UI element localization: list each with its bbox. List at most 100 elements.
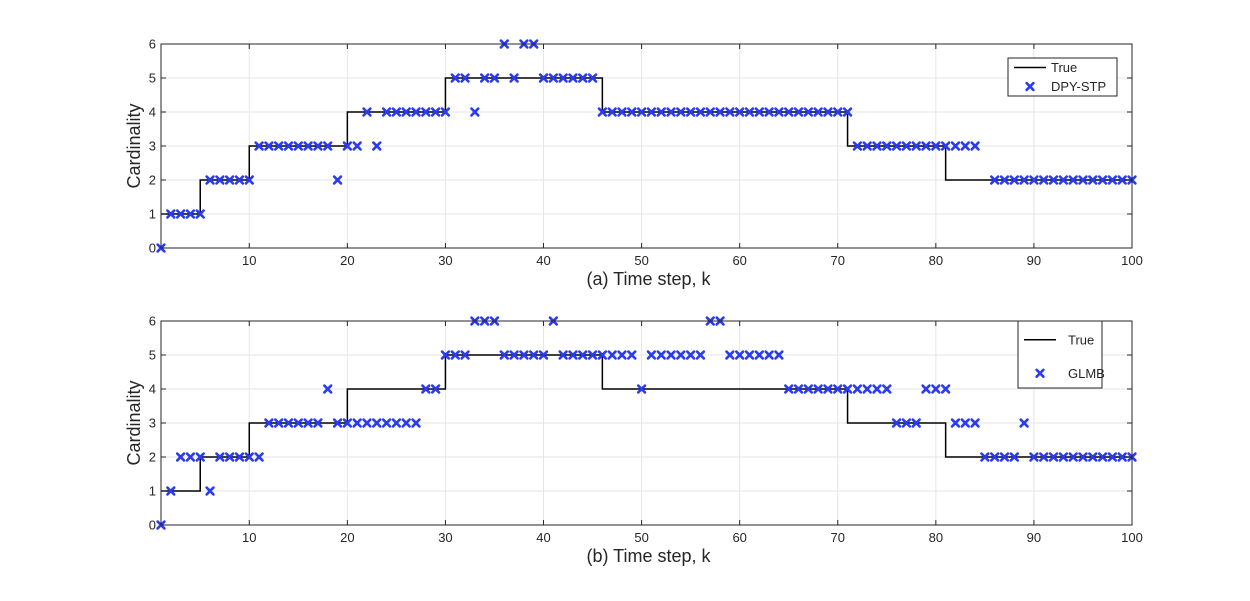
data-point [342,418,353,428]
data-point [185,209,196,219]
data-point [401,107,411,117]
data-point [617,107,627,117]
data-point [754,107,764,117]
data-point [636,107,647,117]
data-point [1029,175,1039,185]
data-point [734,107,745,117]
data-point [273,141,284,151]
x-tick-label: 10 [242,253,256,268]
data-point [470,107,480,117]
y-axis-label: Cardinality [124,380,144,465]
data-point [940,384,951,394]
data-point [352,418,362,428]
x-tick-label: 10 [242,530,256,545]
data-point [646,107,657,117]
data-point [793,107,804,117]
data-point [450,350,460,360]
data-point [764,107,774,117]
data-point [921,384,931,394]
data-point [1097,175,1108,185]
data-point [999,175,1010,185]
data-point [509,350,519,360]
data-point [1039,175,1049,185]
data-point [1058,175,1069,185]
data-point [852,141,863,151]
data-point [627,350,637,360]
data-point [430,384,441,394]
legend-label: GLMB [1068,366,1105,381]
data-point [430,107,441,117]
data-point [303,141,313,151]
data-point [342,141,353,151]
data-point [685,107,696,117]
x-tick-label: 50 [634,530,648,545]
data-point [705,107,715,117]
legend: True DPY-STP [1007,57,1118,97]
data-point [842,107,853,117]
data-point [597,107,608,117]
data-point [283,418,294,428]
data-point [332,175,343,185]
data-point [421,384,431,394]
data-point [666,350,676,360]
data-point [931,141,941,151]
data-point [784,107,794,117]
data-point [597,350,608,360]
legend-box [1017,320,1103,389]
data-point [666,107,676,117]
data-point [323,384,333,394]
data-point [793,384,804,394]
data-point [587,350,598,360]
data-point [1078,175,1088,185]
data-point [656,107,666,117]
data-point [578,350,588,360]
data-point [499,350,509,360]
data-point [676,350,686,360]
data-point [1029,452,1039,462]
data-point [862,141,872,151]
data-point [882,384,892,394]
data-point [833,107,843,117]
data-point [175,209,186,219]
data-point [872,384,882,394]
x-axis-label: (b) Time step, k [586,546,711,566]
legend-swatch-marker [1035,368,1045,378]
y-tick-label: 3 [149,139,156,154]
data-point [1009,452,1019,462]
data-point [1088,175,1098,185]
data-point [538,73,549,83]
data-point [421,107,431,117]
data-point [803,384,814,394]
data-point [891,141,902,151]
data-point [568,73,578,83]
data-point [852,384,863,394]
data-point [411,418,421,428]
data-point [313,418,323,428]
data-point [323,141,333,151]
legend-label: True [1068,332,1094,347]
data-point [1117,452,1127,462]
data-point [1107,175,1118,185]
data-point [1019,175,1029,185]
data-point [548,73,559,83]
data-point [989,452,1000,462]
data-point [911,418,921,428]
data-point [685,350,696,360]
data-point [1058,452,1069,462]
data-point [1097,452,1108,462]
data-point [293,418,304,428]
x-tick-label: 30 [438,530,452,545]
data-point [1078,452,1088,462]
data-point [460,350,470,360]
x-axis-label: (a) Time step, k [586,269,711,289]
data-point [381,418,392,428]
data-point [950,418,961,428]
data-point [372,418,382,428]
legend-label: True [1051,60,1077,75]
data-point [823,384,833,394]
data-point [215,452,225,462]
x-tick-label: 30 [438,253,452,268]
data-point [166,209,176,219]
